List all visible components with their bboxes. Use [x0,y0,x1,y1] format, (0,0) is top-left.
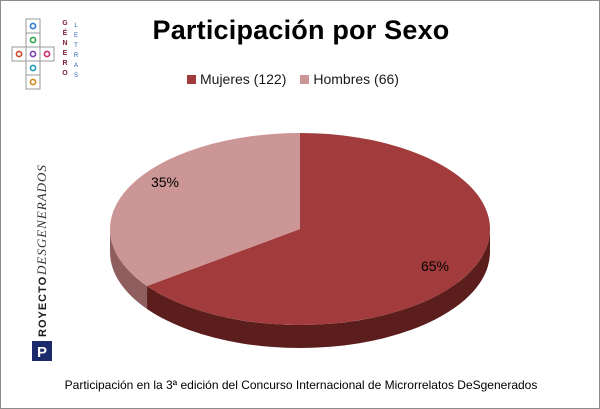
svg-text:T: T [74,43,78,49]
svg-text:A: A [74,63,78,69]
legend-item-mujeres: Mujeres (122) [187,71,286,87]
pie-slice-hombres [110,133,301,286]
svg-text:S: S [74,73,78,79]
svg-text:É: É [63,28,68,37]
legend: Mujeres (122) Hombres (66) [187,69,413,89]
pie-slice-mujeres [147,133,491,325]
genero-letras-logo: GÉN ERO LET RAS [11,18,79,90]
proyecto-desgenerados-logo: P ROYECTO DESGENERADOS [32,164,52,361]
svg-text:L: L [74,23,78,29]
legend-label-mujeres: Mujeres (122) [200,71,287,87]
data-label-mujeres: 65% [421,258,449,274]
legend-item-hombres: Hombres (66) [300,71,399,87]
legend-label-hombres: Hombres (66) [313,71,399,87]
svg-text:DESGENERADOS: DESGENERADOS [34,164,49,276]
legend-swatch-mujeres [187,74,196,84]
svg-text:O: O [62,70,68,77]
svg-text:R: R [62,60,67,67]
svg-text:R: R [74,53,79,59]
data-label-hombres: 35% [151,174,179,190]
svg-text:P: P [37,344,47,361]
svg-text:E: E [74,33,78,39]
svg-text:ROYECTO: ROYECTO [37,276,49,337]
svg-text:G: G [62,20,68,27]
footer-caption: Participación en la 3ª edición del Concu… [64,378,538,392]
svg-text:E: E [63,50,68,57]
legend-swatch-hombres [300,74,310,84]
chart-title: Participación por Sexo [152,15,450,45]
pie-side-mujeres [147,229,491,348]
svg-text:N: N [62,40,67,47]
pie-side-hombres [110,229,148,309]
